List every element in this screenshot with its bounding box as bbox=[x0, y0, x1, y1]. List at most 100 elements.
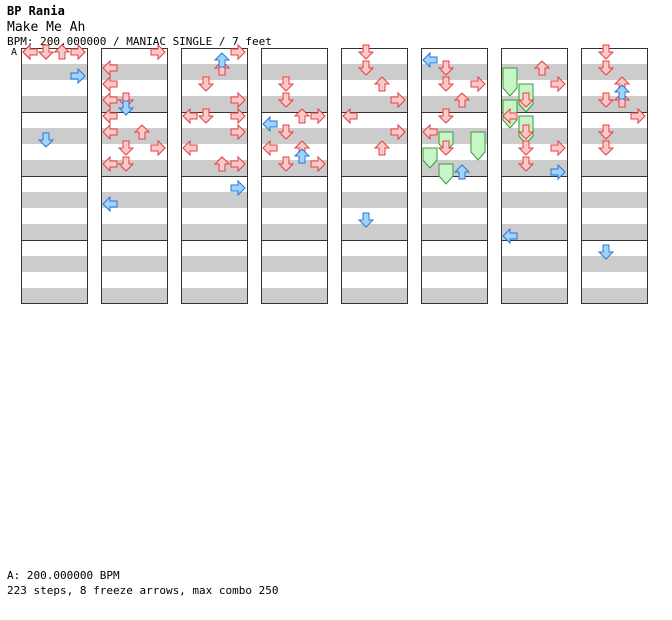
step-arrow-right-icon bbox=[630, 107, 646, 125]
beat-band bbox=[581, 256, 648, 272]
quarter-arrow-down-icon bbox=[357, 212, 375, 228]
beat-band bbox=[581, 96, 648, 112]
beat-band bbox=[501, 192, 568, 208]
step-arrow-down-icon bbox=[597, 44, 615, 60]
beat-band bbox=[21, 160, 88, 176]
step-arrow-left-icon bbox=[102, 107, 118, 125]
step-arrow-right-icon bbox=[150, 43, 166, 61]
step-stats: 223 steps, 8 freeze arrows, max combo 25… bbox=[7, 584, 279, 597]
quarter-arrow-right-icon bbox=[70, 67, 86, 85]
beat-band bbox=[341, 256, 408, 272]
step-arrow-down-icon bbox=[437, 76, 455, 92]
step-arrow-down-icon bbox=[517, 140, 535, 156]
song-name: Make Me Ah bbox=[7, 20, 86, 35]
beat-band bbox=[101, 64, 168, 80]
freeze-arrow bbox=[438, 163, 454, 185]
step-arrow-right-icon bbox=[470, 75, 486, 93]
step-arrow-right-icon bbox=[390, 91, 406, 109]
beat-band bbox=[581, 224, 648, 240]
step-arrow-up-icon bbox=[133, 124, 151, 140]
quarter-arrow-down-icon bbox=[597, 244, 615, 260]
step-arrow-up-icon bbox=[373, 140, 391, 156]
beat-band bbox=[261, 256, 328, 272]
beat-band bbox=[581, 192, 648, 208]
step-arrow-left-icon bbox=[22, 43, 38, 61]
quarter-arrow-left-icon bbox=[422, 51, 438, 69]
beat-band bbox=[181, 288, 248, 304]
step-arrow-down-icon bbox=[437, 108, 455, 124]
quarter-arrow-down-icon bbox=[117, 100, 135, 116]
step-arrow-right-icon bbox=[150, 139, 166, 157]
beat-band bbox=[261, 192, 328, 208]
step-arrow-left-icon bbox=[102, 155, 118, 173]
step-arrow-left-icon bbox=[102, 75, 118, 93]
beat-band bbox=[101, 96, 168, 112]
quarter-arrow-up-icon bbox=[613, 84, 631, 100]
step-arrow-down-icon bbox=[277, 124, 295, 140]
freeze-arrow bbox=[470, 131, 486, 161]
beat-band bbox=[181, 64, 248, 80]
beat-band bbox=[501, 224, 568, 240]
beat-band bbox=[421, 192, 488, 208]
section-marker: A bbox=[11, 47, 18, 58]
step-arrow-down-icon bbox=[37, 44, 55, 60]
step-arrow-right-icon bbox=[550, 139, 566, 157]
step-arrow-up-icon bbox=[453, 92, 471, 108]
beat-band bbox=[21, 224, 88, 240]
quarter-arrow-up-icon bbox=[293, 148, 311, 164]
beat-band bbox=[101, 288, 168, 304]
beat-band bbox=[581, 160, 648, 176]
step-arrow-up-icon bbox=[53, 44, 71, 60]
step-arrow-right-icon bbox=[230, 155, 246, 173]
beat-band bbox=[101, 224, 168, 240]
step-arrow-up-icon bbox=[533, 60, 551, 76]
quarter-arrow-left-icon bbox=[502, 227, 518, 245]
step-arrow-down-icon bbox=[277, 76, 295, 92]
step-arrow-down-icon bbox=[597, 60, 615, 76]
beat-band bbox=[261, 64, 328, 80]
quarter-arrow-up-icon bbox=[453, 164, 471, 180]
step-arrow-left-icon bbox=[182, 107, 198, 125]
quarter-arrow-left-icon bbox=[102, 195, 118, 213]
step-arrow-right-icon bbox=[310, 107, 326, 125]
beat-band bbox=[181, 192, 248, 208]
beat-band bbox=[421, 96, 488, 112]
beat-band bbox=[261, 224, 328, 240]
step-arrow-down-icon bbox=[197, 76, 215, 92]
beat-band bbox=[421, 288, 488, 304]
step-arrow-right-icon bbox=[230, 107, 246, 125]
quarter-arrow-down-icon bbox=[37, 132, 55, 148]
freeze-arrow bbox=[502, 67, 518, 97]
step-arrow-left-icon bbox=[102, 91, 118, 109]
quarter-arrow-up-icon bbox=[213, 52, 231, 68]
step-arrow-down-icon bbox=[437, 60, 455, 76]
beat-band bbox=[341, 224, 408, 240]
step-arrow-left-icon bbox=[102, 59, 118, 77]
bpm-summary: A: 200.000000 BPM bbox=[7, 569, 120, 582]
step-arrow-left-icon bbox=[102, 123, 118, 141]
beat-band bbox=[21, 128, 88, 144]
step-arrow-down-icon bbox=[277, 156, 295, 172]
step-arrow-down-icon bbox=[517, 156, 535, 172]
step-arrow-up-icon bbox=[293, 108, 311, 124]
step-arrow-right-icon bbox=[230, 123, 246, 141]
beat-band bbox=[181, 256, 248, 272]
step-arrow-right-icon bbox=[310, 155, 326, 173]
step-arrow-down-icon bbox=[357, 44, 375, 60]
step-arrow-down-icon bbox=[357, 60, 375, 76]
beat-band bbox=[341, 288, 408, 304]
beat-band bbox=[581, 288, 648, 304]
beat-band bbox=[21, 192, 88, 208]
step-arrow-down-icon bbox=[197, 108, 215, 124]
beat-band bbox=[421, 160, 488, 176]
chart-title: BP Rania bbox=[7, 4, 65, 18]
step-arrow-down-icon bbox=[437, 140, 455, 156]
step-arrow-up-icon bbox=[213, 156, 231, 172]
beat-band bbox=[501, 96, 568, 112]
beat-band bbox=[21, 256, 88, 272]
step-arrow-left-icon bbox=[502, 107, 518, 125]
step-arrow-left-icon bbox=[182, 139, 198, 157]
step-arrow-down-icon bbox=[597, 92, 615, 108]
step-arrow-left-icon bbox=[342, 107, 358, 125]
beat-band bbox=[501, 64, 568, 80]
